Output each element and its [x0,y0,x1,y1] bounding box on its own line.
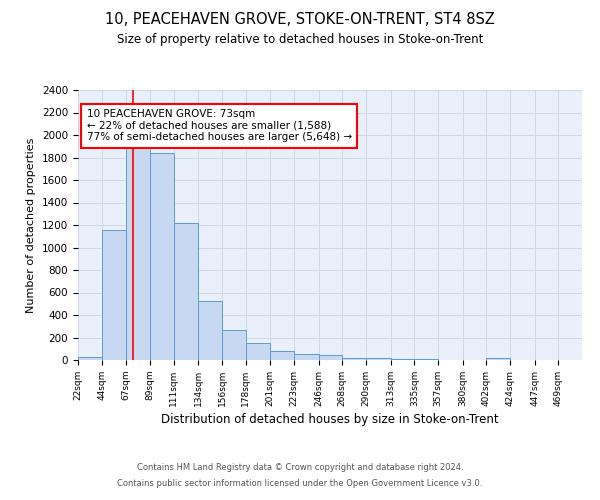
Text: Size of property relative to detached houses in Stoke-on-Trent: Size of property relative to detached ho… [117,32,483,46]
Text: 10, PEACEHAVEN GROVE, STOKE-ON-TRENT, ST4 8SZ: 10, PEACEHAVEN GROVE, STOKE-ON-TRENT, ST… [105,12,495,28]
Text: Contains HM Land Registry data © Crown copyright and database right 2024.: Contains HM Land Registry data © Crown c… [137,464,463,472]
Bar [101,230,127,360]
Bar [487,358,510,360]
Text: 10 PEACEHAVEN GROVE: 73sqm
← 22% of detached houses are smaller (1,588)
77% of s: 10 PEACEHAVEN GROVE: 73sqm ← 22% of deta… [86,109,352,142]
Text: Contains public sector information licensed under the Open Government Licence v3: Contains public sector information licen… [118,478,482,488]
Bar [127,140,150,360]
Bar [319,356,343,360]
Bar [366,358,391,360]
Bar [222,330,245,360]
Bar [173,224,199,360]
X-axis label: Distribution of detached houses by size in Stoke-on-Trent: Distribution of detached houses by size … [161,413,499,426]
Bar [150,153,173,360]
Bar [343,358,366,360]
Bar [78,357,101,360]
Y-axis label: Number of detached properties: Number of detached properties [26,138,37,312]
Bar [199,301,222,360]
Bar [391,359,415,360]
Bar [245,342,271,360]
Bar [271,351,294,360]
Bar [294,354,319,360]
